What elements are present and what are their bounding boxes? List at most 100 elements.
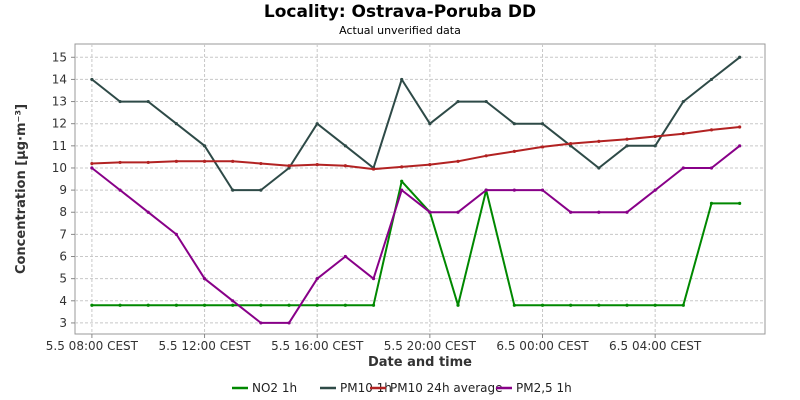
y-axis-label: Concentration [µg·m⁻³]	[14, 104, 29, 274]
y-tick-label: 11	[52, 139, 67, 153]
x-tick-label: 5.5 20:00 CEST	[384, 339, 477, 353]
data-point	[174, 303, 178, 307]
y-tick-label: 12	[52, 117, 67, 131]
data-point	[738, 201, 742, 205]
data-point	[90, 161, 94, 166]
x-axis-ticks: 5.5 08:00 CEST 5.5 12:00 CEST 5.5 16:00 CE…	[46, 334, 702, 353]
data-point	[653, 303, 657, 307]
chart-subtitle: Actual unverified data	[339, 24, 461, 37]
data-point	[231, 299, 235, 303]
data-point	[597, 303, 601, 307]
x-tick-label: 6.5 00:00 CEST	[496, 339, 589, 353]
y-tick-label: 15	[52, 50, 67, 64]
data-point	[400, 77, 404, 82]
data-point	[569, 210, 573, 214]
data-point	[202, 144, 207, 148]
data-point	[400, 165, 404, 169]
data-point	[484, 99, 488, 104]
legend-label: PM2,5 1h	[516, 381, 572, 395]
data-point	[428, 163, 432, 167]
y-tick-label: 4	[59, 294, 67, 308]
y-tick-label: 8	[59, 205, 67, 219]
series-line-1	[91, 56, 741, 192]
y-tick-label: 3	[59, 316, 67, 330]
legend-label: PM10 1h	[340, 381, 392, 395]
data-point	[146, 210, 150, 214]
data-point	[287, 321, 291, 325]
data-point	[512, 149, 516, 153]
series-line-2	[91, 126, 740, 171]
legend-label: PM10 24h average	[390, 381, 503, 395]
data-point	[597, 166, 601, 170]
data-point	[597, 210, 601, 214]
chart-title: Locality: Ostrava-Poruba DD	[263, 2, 537, 22]
data-point	[681, 166, 685, 170]
data-point	[343, 303, 347, 307]
x-tick-label: 5.5 16:00 CEST	[271, 339, 364, 353]
data-point	[484, 154, 488, 158]
data-point	[681, 99, 685, 104]
data-point	[202, 303, 207, 307]
data-point	[90, 77, 94, 82]
x-tick-label: 5.5 08:00 CEST	[46, 339, 139, 353]
data-point	[625, 144, 629, 148]
data-point	[540, 145, 545, 149]
data-point	[287, 166, 291, 170]
data-point	[569, 142, 573, 146]
data-point	[512, 122, 516, 126]
data-point	[231, 159, 235, 163]
data-point	[146, 160, 150, 165]
x-tick-label: 5.5 12:00 CEST	[158, 339, 251, 353]
y-tick-label: 13	[52, 95, 67, 109]
data-point	[259, 188, 263, 192]
legend-label: NO2 1h	[252, 381, 297, 395]
data-point	[315, 277, 319, 281]
data-point	[709, 128, 714, 132]
data-point	[456, 210, 460, 214]
x-tick-label: 6.5 04:00 CEST	[609, 339, 702, 353]
data-point	[625, 303, 629, 307]
plot-area	[74, 43, 766, 335]
legend-item: PM10 24h average	[370, 381, 503, 395]
y-tick-label: 10	[52, 161, 67, 175]
data-point	[569, 144, 573, 148]
y-tick-label: 14	[52, 72, 67, 86]
data-point	[512, 303, 516, 307]
data-point	[597, 139, 601, 144]
data-point	[569, 303, 573, 307]
series-lines	[90, 55, 742, 325]
data-point	[146, 303, 150, 307]
legend-item: PM10 1h	[320, 381, 392, 395]
y-tick-label: 9	[59, 183, 67, 197]
data-point	[287, 164, 291, 168]
data-point	[90, 166, 94, 170]
y-axis-ticks: 3 4 5 6 7 8 9 10 11 12 13 14 15	[52, 50, 75, 330]
legend-item: PM2,5 1h	[496, 381, 572, 395]
data-point	[315, 303, 319, 307]
data-point	[174, 122, 178, 126]
data-point	[709, 201, 714, 205]
data-point	[259, 303, 263, 307]
data-point	[738, 125, 742, 129]
data-point	[174, 159, 178, 163]
data-point	[738, 55, 742, 59]
data-point	[738, 144, 742, 148]
data-point	[259, 161, 263, 166]
data-point	[456, 159, 460, 163]
data-point	[371, 167, 376, 171]
data-point	[540, 122, 545, 126]
data-point	[371, 303, 376, 307]
data-point	[315, 122, 319, 126]
data-point	[540, 303, 545, 307]
data-point	[118, 303, 122, 307]
legend-item: NO2 1h	[232, 381, 297, 395]
data-point	[202, 277, 207, 281]
data-point	[625, 137, 629, 141]
data-point	[231, 188, 235, 192]
data-point	[456, 303, 460, 307]
data-point	[343, 164, 347, 168]
data-point	[315, 163, 319, 167]
y-tick-label: 5	[59, 272, 67, 286]
